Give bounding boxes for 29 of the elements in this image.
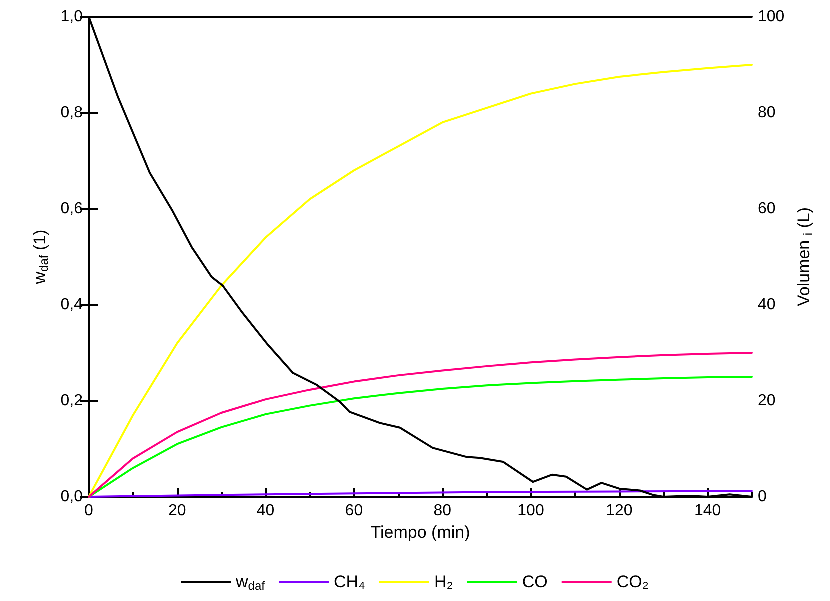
y-tick-label: 0,8	[60, 104, 84, 122]
y-tick-label: 0,4	[60, 296, 84, 314]
y-tick-label: 0,0	[60, 488, 84, 506]
y2-tick-label: 100	[758, 8, 785, 26]
y2-tick-label: 20	[758, 392, 776, 410]
x-axis-title: Tiempo (min)	[370, 522, 470, 542]
y2-tick-label: 80	[758, 104, 776, 122]
x-tick-label: 60	[345, 502, 364, 520]
y2-axis-title: Volumen i (L)	[794, 207, 816, 307]
legend-label: CO₂	[616, 572, 649, 592]
x-tick-label: 0	[84, 502, 94, 520]
x-tick-label: 100	[518, 502, 544, 520]
y-tick-label: 0,2	[60, 392, 84, 410]
legend-label: H₂	[434, 572, 454, 592]
y2-tick-label: 60	[758, 200, 776, 218]
legend-label: CO	[522, 572, 548, 592]
y2-tick-label: 0	[758, 488, 767, 506]
x-tick-label: 120	[606, 502, 633, 520]
x-tick-label: 140	[694, 502, 722, 520]
y-axis-title: wdaf (1)	[30, 230, 51, 286]
x-tick-label: 20	[168, 502, 186, 520]
line-series	[88, 352, 753, 498]
x-tick-label: 80	[434, 502, 452, 520]
x-tick-label: 40	[256, 502, 275, 520]
y-tick-label: 1,0	[60, 8, 84, 26]
y-tick-label: 0,6	[60, 200, 84, 218]
legend-label: CH₄	[334, 572, 366, 592]
y2-tick-label: 40	[758, 296, 776, 314]
line-series	[88, 376, 753, 498]
